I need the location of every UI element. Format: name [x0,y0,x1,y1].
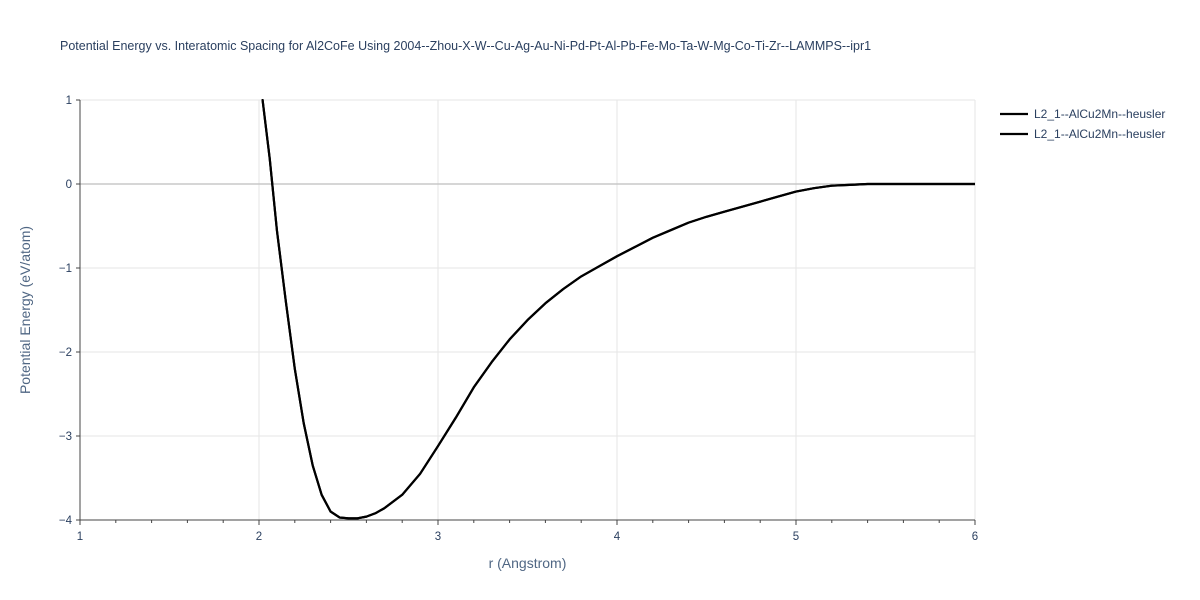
y-tick-label: −2 [59,347,72,359]
series-line-2 [261,99,975,520]
y-tick-label: 0 [66,179,72,191]
axes [76,99,976,525]
x-tick-label: 3 [435,531,441,543]
x-tick-label: 2 [256,531,262,543]
plot-area [261,99,975,520]
x-axis-label: r (Angstrom) [489,555,567,571]
grid [80,99,976,520]
series-line-1 [261,99,975,520]
y-tick-label: −4 [59,515,73,527]
x-tick-label: 1 [77,531,83,543]
legend-item-1[interactable]: L2_1--AlCu2Mn--heusler [1000,107,1165,121]
y-axis-label: Potential Energy (eV/atom) [17,226,33,394]
legend[interactable]: L2_1--AlCu2Mn--heusler L2_1--AlCu2Mn--heu… [1000,107,1165,141]
y-tick-label: −1 [59,263,72,275]
legend-label: L2_1--AlCu2Mn--heusler [1034,127,1165,141]
legend-item-2[interactable]: L2_1--AlCu2Mn--heusler [1000,127,1165,141]
y-tick-label: 1 [66,95,72,107]
chart-title: Potential Energy vs. Interatomic Spacing… [60,39,871,53]
x-tick-label: 4 [614,531,621,543]
y-tick-label: −3 [59,431,72,443]
x-tick-label: 6 [972,531,978,543]
tick-labels: 1 2 3 4 5 6 1 0 −1 −2 −3 −4 [59,95,978,543]
legend-label: L2_1--AlCu2Mn--heusler [1034,107,1165,121]
x-tick-label: 5 [793,531,799,543]
